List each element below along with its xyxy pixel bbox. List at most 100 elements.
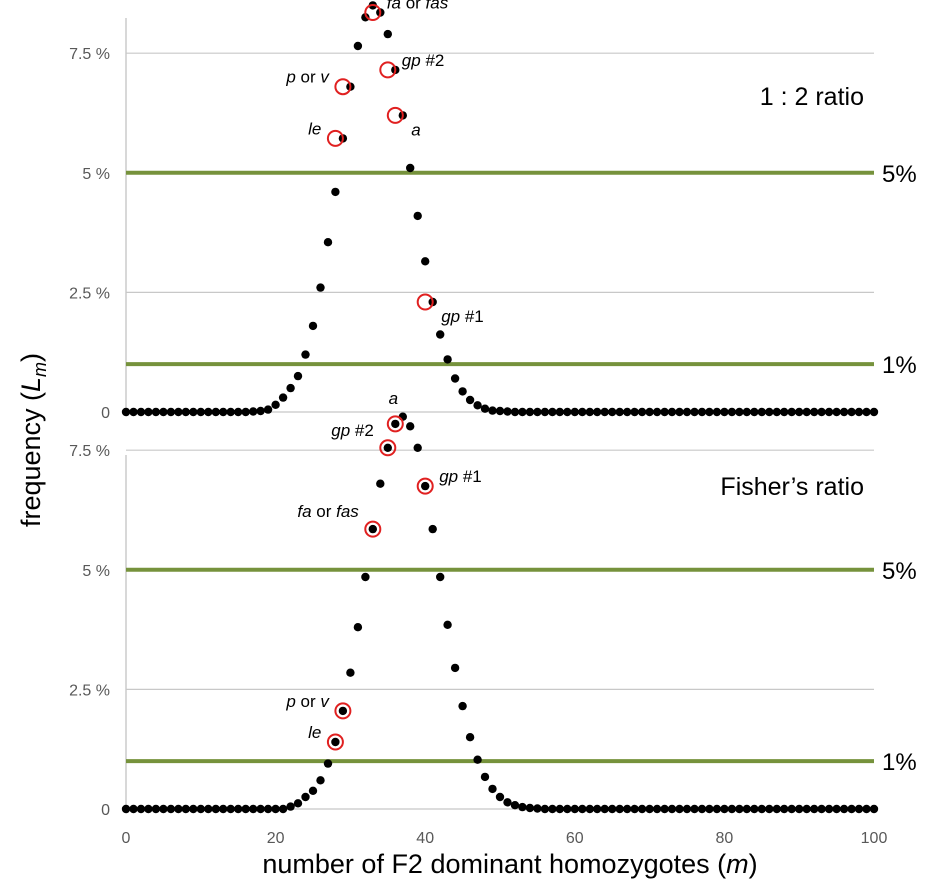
data-point	[473, 401, 482, 410]
data-point	[204, 407, 213, 417]
annotation-gene: gp	[331, 421, 350, 440]
data-point	[196, 804, 205, 814]
data-point	[136, 407, 146, 417]
data-point	[510, 407, 520, 417]
data-point	[181, 407, 190, 417]
annotation-gene: p	[285, 68, 295, 87]
data-point	[802, 804, 811, 814]
data-point	[151, 804, 161, 814]
data-point	[136, 804, 146, 814]
data-point	[436, 572, 445, 582]
annotation-text: #1	[458, 467, 482, 486]
data-point	[450, 663, 460, 673]
data-point	[271, 400, 280, 409]
data-point	[129, 407, 138, 417]
data-point	[824, 407, 834, 417]
data-point	[480, 404, 490, 413]
data-point	[189, 407, 198, 417]
data-point	[398, 412, 407, 421]
data-point	[391, 419, 400, 429]
data-point	[413, 443, 422, 452]
annotation-gene: a	[389, 389, 398, 408]
data-point	[869, 407, 879, 417]
data-point	[705, 804, 714, 814]
x-tick-label: 20	[267, 830, 285, 847]
annotation-text: #1	[460, 307, 484, 326]
highlight-ring	[386, 106, 404, 124]
y-tick-label: 2.5 %	[69, 682, 110, 699]
data-point	[144, 804, 153, 814]
data-point	[787, 407, 796, 417]
data-point	[121, 804, 131, 814]
data-point	[263, 804, 273, 814]
data-point	[353, 623, 363, 632]
annotation-gene-alt: fas	[426, 0, 449, 13]
point-annotation: le	[308, 119, 321, 138]
data-point	[323, 238, 333, 247]
data-point	[211, 804, 220, 814]
y-axis-label: frequency (Lm)	[16, 353, 50, 527]
y-tick-label: 7.5 %	[69, 46, 110, 63]
data-point	[376, 479, 385, 488]
data-point	[555, 407, 564, 417]
data-point	[256, 804, 265, 814]
data-point	[690, 407, 699, 417]
data-point	[458, 701, 467, 711]
data-point	[219, 407, 228, 417]
data-point	[660, 407, 669, 417]
data-point	[832, 804, 841, 814]
y-tick-label: 7.5 %	[69, 443, 110, 460]
data-point	[174, 804, 183, 814]
data-point	[817, 804, 826, 814]
y-tick-label: 5 %	[82, 563, 110, 580]
data-point	[600, 804, 609, 814]
highlight-ring	[416, 293, 434, 311]
data-point	[249, 804, 258, 814]
data-point	[623, 407, 632, 417]
annotation-gene: le	[308, 119, 321, 138]
annotation-gene: gp	[439, 467, 458, 486]
annotation-text: or	[296, 68, 321, 87]
point-annotation: le	[308, 723, 321, 742]
data-point	[697, 804, 707, 814]
data-point	[824, 804, 834, 814]
data-point	[600, 407, 609, 417]
annotation-gene-alt: v	[320, 692, 330, 711]
data-point	[690, 804, 699, 814]
data-point	[645, 804, 654, 814]
data-point	[308, 786, 318, 795]
data-point	[436, 330, 445, 339]
point-annotation: p or v	[285, 68, 330, 87]
data-point	[144, 407, 153, 417]
x-tick-label: 60	[566, 830, 584, 847]
data-point	[697, 407, 707, 417]
data-point	[331, 187, 340, 197]
data-point	[406, 422, 415, 431]
annotation-gene: le	[308, 723, 321, 742]
data-point	[458, 387, 467, 396]
data-point	[608, 804, 617, 814]
data-point	[338, 706, 348, 716]
data-point	[226, 407, 235, 417]
data-point	[742, 804, 751, 814]
data-point	[346, 668, 355, 677]
data-point	[518, 407, 527, 417]
data-point	[765, 407, 774, 417]
data-point	[465, 733, 475, 742]
annotation-text: #2	[421, 51, 445, 70]
point-annotation: gp #2	[331, 421, 374, 440]
data-point	[750, 804, 759, 814]
data-point	[705, 407, 714, 417]
data-point	[241, 804, 250, 814]
data-point	[757, 804, 766, 814]
data-point	[249, 407, 258, 416]
data-point	[735, 804, 744, 814]
point-annotation: a	[411, 120, 420, 139]
data-point	[129, 804, 138, 814]
x-tick-label: 100	[861, 830, 888, 847]
highlight-ring	[326, 129, 344, 147]
data-point	[623, 804, 632, 814]
data-point	[555, 804, 564, 814]
